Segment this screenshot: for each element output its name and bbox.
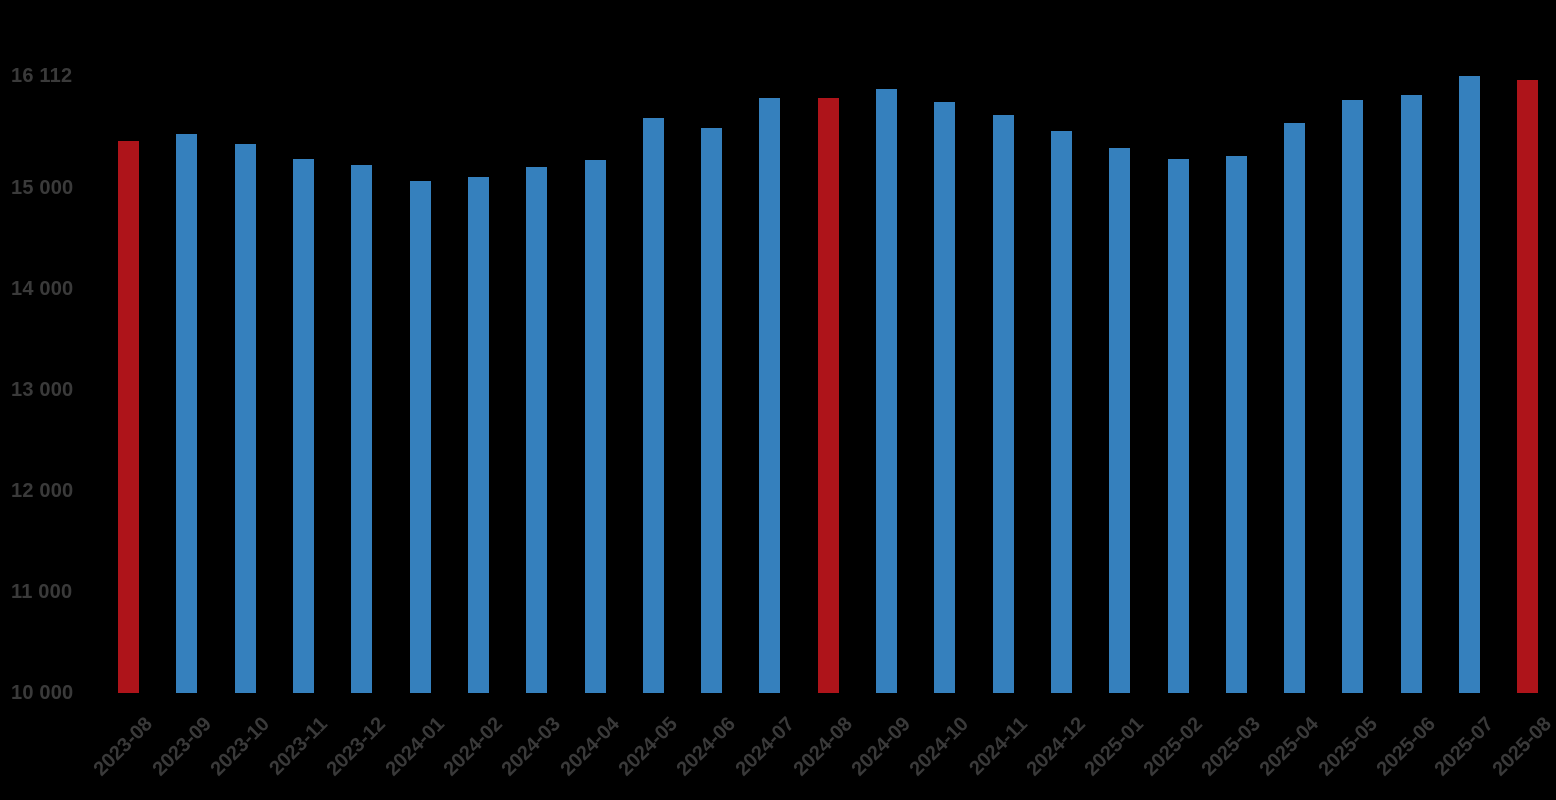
bar-2023-11 [293,158,314,693]
y-tick-label-12000: 12 000 [11,480,74,503]
x-tick-label-2025-06: 2025-06 [1372,713,1440,781]
x-tick-label-2024-03: 2024-03 [497,713,566,781]
bar-2024-10 [934,102,956,693]
bar-2025-07 [1459,76,1480,693]
y-tick-label-10000: 10 000 [11,682,74,704]
bar-2024-07 [759,98,781,693]
x-tick-label-2023-10: 2023-10 [206,713,274,781]
x-tick-label-2024-05: 2024-05 [614,713,682,781]
bar-2024-02 [467,177,489,693]
x-tick-label-2024-01: 2024-01 [381,713,449,781]
y-tick-label-16112: 16 112 [11,65,73,87]
bar-2024-03 [526,167,548,693]
x-tick-label-2025-08: 2025-08 [1488,713,1556,781]
bar-2024-04 [584,160,606,693]
bar-2024-09 [876,89,897,693]
x-tick-label-2024-08: 2024-08 [789,713,857,781]
y-tick-label-15000: 15 000 [11,177,74,200]
bar-2025-08 [1517,80,1539,693]
x-tick-label-2025-03: 2025-03 [1197,713,1265,781]
bar-2024-12 [1050,130,1072,693]
bar-2023-09 [176,133,198,693]
x-tick-label-2024-06: 2024-06 [672,713,741,781]
x-tick-label-2024-04: 2024-04 [556,713,624,781]
x-tick-label-2024-07: 2024-07 [731,713,799,781]
x-tick-label-2025-07: 2025-07 [1430,713,1499,781]
bar-2023-10 [234,143,256,693]
x-tick-label-2025-05: 2025-05 [1314,713,1382,781]
x-tick-label-2025-04: 2025-04 [1255,713,1324,781]
bar-2024-01 [409,181,431,693]
bar-2025-02 [1167,158,1189,693]
y-tick-label-14000: 14 000 [11,278,74,301]
x-tick-label-2024-12: 2024-12 [1022,713,1090,781]
x-tick-label-2024-10: 2024-10 [905,713,974,781]
bar-2025-06 [1400,95,1422,693]
bar-2024-11 [992,114,1014,693]
x-tick-label-2023-08: 2023-08 [89,713,158,781]
x-tick-label-2024-02: 2024-02 [439,713,507,781]
bar-2025-04 [1284,122,1306,693]
x-tick-label-2024-11: 2024-11 [964,713,1032,780]
y-tick-label-11000: 11 000 [11,581,73,604]
bar-2025-03 [1225,156,1247,693]
y-tick-label-13000: 13 000 [11,379,74,402]
x-tick-label-2024-09: 2024-09 [847,713,916,781]
x-tick-label-2025-02: 2025-02 [1139,713,1207,781]
bar-2023-08 [118,140,140,693]
x-tick-label-2025-01: 2025-01 [1080,713,1149,781]
bar-2023-12 [351,165,373,693]
bar-2025-05 [1342,100,1364,693]
bar-2024-08 [817,98,839,693]
x-tick-label-2023-12: 2023-12 [322,713,391,781]
x-tick-label-2023-11: 2023-11 [265,713,333,780]
bar-2025-01 [1109,148,1131,693]
x-tick-label-2023-09: 2023-09 [148,713,216,781]
bar-2024-05 [642,118,664,693]
bar-2024-06 [701,127,723,693]
